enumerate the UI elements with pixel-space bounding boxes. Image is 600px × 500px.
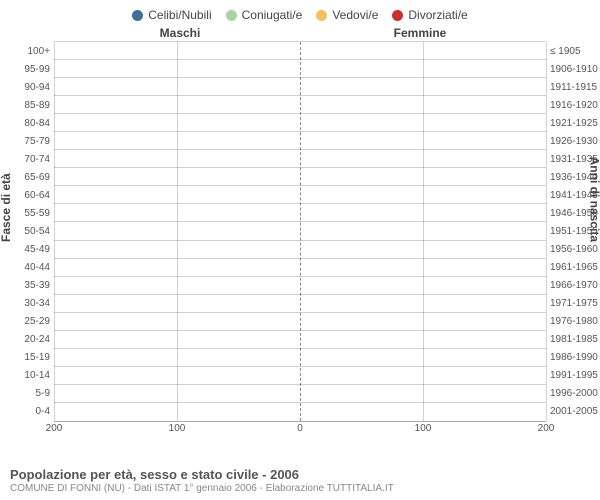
gridline-h (54, 366, 546, 367)
gridline-h (54, 131, 546, 132)
gridline-h (54, 276, 546, 277)
birth-label: 1916-1920 (550, 100, 600, 111)
legend-swatch (392, 10, 403, 21)
gridline-h (54, 77, 546, 78)
gridline-v (54, 42, 55, 421)
age-label: 25-29 (14, 316, 50, 327)
birth-label: 1921-1925 (550, 118, 600, 129)
age-label: 75-79 (14, 136, 50, 147)
birth-label: 1986-1990 (550, 352, 600, 363)
age-label: 30-34 (14, 298, 50, 309)
birth-label: 1976-1980 (550, 316, 600, 327)
gridline-v (546, 42, 547, 421)
age-label: 5-9 (14, 388, 50, 399)
gridline-h (54, 185, 546, 186)
birth-label: 1931-1935 (550, 154, 600, 165)
legend-swatch (316, 10, 327, 21)
title-male: Maschi (60, 26, 300, 40)
birth-label: 1981-1985 (550, 334, 600, 345)
legend-item: Vedovi/e (316, 8, 378, 22)
age-label: 85-89 (14, 100, 50, 111)
gridline-h (54, 59, 546, 60)
age-label: 50-54 (14, 226, 50, 237)
x-tick-label: 200 (538, 423, 555, 434)
gender-titles: Maschi Femmine (0, 26, 600, 42)
x-tick-label: 100 (415, 423, 432, 434)
gridline-v (423, 42, 424, 421)
gridline-h (54, 384, 546, 385)
age-label: 100+ (14, 46, 50, 57)
birth-label: 1941-1945 (550, 190, 600, 201)
age-label: 15-19 (14, 352, 50, 363)
age-label: 70-74 (14, 154, 50, 165)
legend-swatch (226, 10, 237, 21)
legend: Celibi/Nubili Coniugati/e Vedovi/e Divorzia… (0, 0, 600, 26)
birth-label: 1996-2000 (550, 388, 600, 399)
gridline-h (54, 167, 546, 168)
legend-item: Coniugati/e (226, 8, 303, 22)
legend-label: Divorziati/e (408, 8, 467, 22)
birth-label: 2001-2005 (550, 406, 600, 417)
legend-swatch (132, 10, 143, 21)
age-label: 35-39 (14, 280, 50, 291)
gridline-h (54, 240, 546, 241)
gridline-h (54, 402, 546, 403)
caption-subtitle: COMUNE DI FONNI (NU) - Dati ISTAT 1° gen… (10, 483, 590, 494)
age-label: 95-99 (14, 64, 50, 75)
birth-label: 1911-1915 (550, 82, 600, 93)
gridline-v (177, 42, 178, 421)
age-label: 0-4 (14, 406, 50, 417)
gridline-h (54, 312, 546, 313)
age-label: 10-14 (14, 370, 50, 381)
legend-label: Celibi/Nubili (148, 8, 211, 22)
gridline-h (54, 203, 546, 204)
age-label: 90-94 (14, 82, 50, 93)
gridline-h (54, 95, 546, 96)
yaxis-left-label: Fasce di età (0, 173, 13, 242)
age-label: 80-84 (14, 118, 50, 129)
birth-label: ≤ 1905 (550, 46, 600, 57)
birth-label: 1951-1955 (550, 226, 600, 237)
birth-label: 1966-1970 (550, 280, 600, 291)
x-tick-label: 0 (297, 423, 303, 434)
birth-label: 1936-1940 (550, 172, 600, 183)
title-female: Femmine (300, 26, 540, 40)
x-tick-label: 200 (46, 423, 63, 434)
x-ticks: 2001000100200 (54, 423, 546, 437)
gridline-h (54, 258, 546, 259)
birth-label: 1906-1910 (550, 64, 600, 75)
plot-area: 0-42001-20055-91996-200010-141991-199515… (54, 42, 546, 422)
caption-title: Popolazione per età, sesso e stato civil… (10, 467, 590, 482)
age-label: 65-69 (14, 172, 50, 183)
birth-label: 1926-1930 (550, 136, 600, 147)
gridline-h (54, 330, 546, 331)
legend-label: Coniugati/e (242, 8, 303, 22)
gridline-h (54, 113, 546, 114)
age-label: 20-24 (14, 334, 50, 345)
gridline-v (300, 42, 301, 421)
age-label: 45-49 (14, 244, 50, 255)
gridline-h (54, 221, 546, 222)
birth-label: 1991-1995 (550, 370, 600, 381)
birth-label: 1946-1950 (550, 208, 600, 219)
birth-label: 1971-1975 (550, 298, 600, 309)
gridline-h (54, 294, 546, 295)
legend-item: Divorziati/e (392, 8, 467, 22)
age-label: 55-59 (14, 208, 50, 219)
chart: Fasce di età Anni di nascita 0-42001-200… (0, 42, 600, 442)
caption: Popolazione per età, sesso e stato civil… (10, 467, 590, 494)
gridline-h (54, 149, 546, 150)
gridline-h (54, 348, 546, 349)
age-label: 60-64 (14, 190, 50, 201)
legend-item: Celibi/Nubili (132, 8, 211, 22)
legend-label: Vedovi/e (332, 8, 378, 22)
age-label: 40-44 (14, 262, 50, 273)
birth-label: 1961-1965 (550, 262, 600, 273)
birth-label: 1956-1960 (550, 244, 600, 255)
gridline-h (54, 41, 546, 42)
x-tick-label: 100 (169, 423, 186, 434)
